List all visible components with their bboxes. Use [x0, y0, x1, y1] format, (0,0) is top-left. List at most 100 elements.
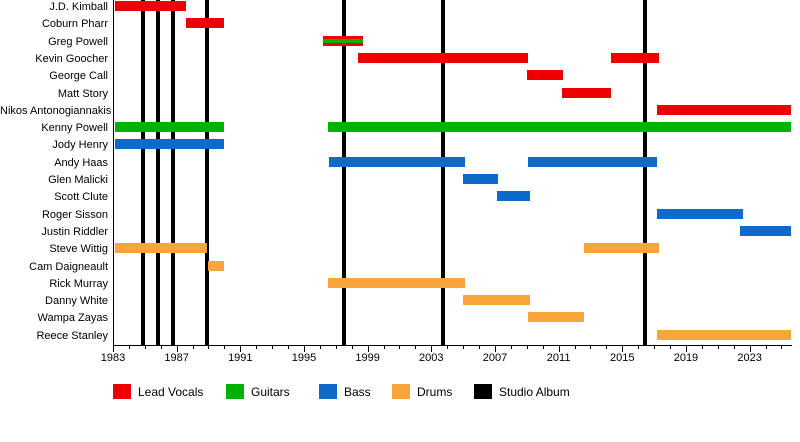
x-axis-minor-tick [701, 345, 703, 349]
x-axis-major-tick [622, 345, 624, 352]
studio-album-line [171, 0, 176, 345]
x-axis-minor-tick [526, 345, 528, 349]
y-axis-line [113, 0, 114, 345]
x-axis-minor-tick [319, 345, 321, 349]
x-axis-minor-tick [574, 345, 576, 349]
x-axis-minor-tick [606, 345, 608, 349]
x-axis-minor-tick [638, 345, 640, 349]
studio-album-line [141, 0, 146, 345]
x-axis-minor-tick [399, 345, 401, 349]
legend-label: Studio Album [499, 385, 570, 399]
member-bar-matt-story-0 [561, 87, 612, 98]
member-bar-wampa-zayas-0 [528, 312, 585, 323]
x-axis-minor-tick [415, 345, 417, 349]
studio-album-line [204, 0, 209, 345]
member-bar-nikos-antonogiannakis-0 [657, 104, 791, 115]
x-axis-minor-tick [463, 345, 465, 349]
x-axis-minor-tick [733, 345, 735, 349]
member-label-cam-daigneault: Cam Daigneault [29, 260, 108, 273]
x-axis-major-tick [749, 345, 751, 352]
member-label-wampa-zayas: Wampa Zayas [37, 312, 108, 325]
studio-album-line [642, 0, 647, 345]
x-axis-minor-tick [128, 345, 130, 349]
member-label-george-call: George Call [49, 70, 108, 83]
member-bar-steve-wittig-0 [114, 243, 207, 254]
legend-label: Drums [417, 385, 453, 399]
x-axis-minor-tick [765, 345, 767, 349]
member-bar-glen-malicki-0 [463, 174, 499, 184]
x-axis-major-tick [494, 345, 496, 352]
member-label-matt-story: Matt Story [57, 87, 108, 100]
member-bar-roger-sisson-0 [657, 208, 744, 219]
x-axis-major-tick [367, 345, 369, 352]
member-label-rick-murray: Rick Murray [49, 277, 108, 290]
member-bar-kevin-goocher-1 [611, 52, 659, 63]
x-axis-major-tick [113, 345, 114, 352]
member-bar-jody-henry-0 [114, 139, 225, 150]
x-axis-major-tick [240, 345, 242, 352]
x-axis-minor-tick [717, 345, 719, 349]
x-axis-major-tick [303, 345, 305, 352]
member-bar-kevin-goocher-0 [358, 52, 529, 63]
member-bar-cam-daigneault-0 [208, 260, 225, 271]
member-label-coburn-pharr: Coburn Pharr [41, 18, 108, 31]
member-bar-kenny-powell-0 [114, 122, 225, 133]
x-axis-tick-label: 2019 [673, 352, 699, 364]
x-axis-tick-label: 2015 [610, 352, 635, 364]
x-axis-minor-tick [781, 345, 783, 349]
x-axis-minor-tick [447, 345, 449, 349]
lead-vocals-swatch-icon [113, 384, 131, 399]
member-bar-kenny-powell-1 [327, 122, 791, 133]
legend-label: Bass [344, 385, 371, 399]
member-bar-andy-haas-1 [528, 156, 658, 167]
x-axis-minor-tick [654, 345, 656, 349]
x-axis-tick-label: 2011 [546, 352, 571, 364]
x-axis-minor-tick [351, 345, 353, 349]
member-label-jody-henry: Jody Henry [52, 139, 108, 152]
x-axis-tick-label: 1999 [355, 352, 380, 364]
x-axis-minor-tick [208, 345, 210, 349]
studio-album-swatch-icon [474, 384, 492, 399]
member-bar-coburn-pharr-0 [186, 18, 225, 29]
member-label-greg-powell: Greg Powell [48, 35, 108, 48]
x-axis-minor-tick [272, 345, 274, 349]
member-label-j-d-kimball: J.D. Kimball [49, 1, 108, 13]
guitars-swatch-icon [226, 384, 244, 399]
member-label-steve-wittig: Steve Wittig [49, 243, 108, 256]
x-axis-minor-tick [590, 345, 592, 349]
bass-swatch-icon [319, 384, 337, 399]
x-axis-minor-tick [224, 345, 226, 349]
x-axis-tick-label: 1995 [291, 352, 317, 364]
member-bar-andy-haas-0 [329, 156, 465, 167]
member-bar-george-call-0 [526, 70, 564, 81]
member-label-glen-malicki: Glen Malicki [48, 174, 108, 186]
x-axis-minor-tick [670, 345, 672, 349]
x-axis-major-tick [685, 345, 687, 352]
member-bar-scott-clute-0 [496, 191, 530, 202]
studio-album-line [441, 0, 446, 345]
member-label-kenny-powell: Kenny Powell [41, 122, 108, 135]
legend-label: Guitars [251, 385, 290, 399]
studio-album-line [341, 0, 346, 345]
legend: Lead Vocals Guitars Bass Drums Studio Al… [0, 383, 800, 403]
member-bar-steve-wittig-1 [584, 243, 659, 254]
member-bar-danny-white-0 [463, 295, 530, 306]
x-axis-minor-tick [144, 345, 146, 349]
member-label-roger-sisson: Roger Sisson [41, 208, 108, 221]
x-axis-minor-tick [383, 345, 385, 349]
member-bar-j-d-kimball-0 [114, 1, 187, 11]
member-label-danny-white: Danny White [45, 295, 108, 308]
x-axis-minor-tick [256, 345, 258, 349]
x-axis-tick-label: 2023 [737, 352, 762, 364]
x-axis-major-tick [176, 345, 178, 352]
x-axis-tick-label: 1983 [100, 352, 126, 364]
x-axis-minor-tick [192, 345, 194, 349]
member-bar-greg-powell-0 [323, 35, 363, 46]
x-axis-tick-label: 2003 [419, 352, 444, 364]
member-label-reece-stanley: Reece Stanley [36, 329, 108, 342]
member-label-kevin-goocher: Kevin Goocher [35, 52, 108, 65]
x-axis-line [113, 345, 792, 346]
legend-label: Lead Vocals [138, 385, 204, 399]
x-axis-minor-tick [288, 345, 290, 349]
